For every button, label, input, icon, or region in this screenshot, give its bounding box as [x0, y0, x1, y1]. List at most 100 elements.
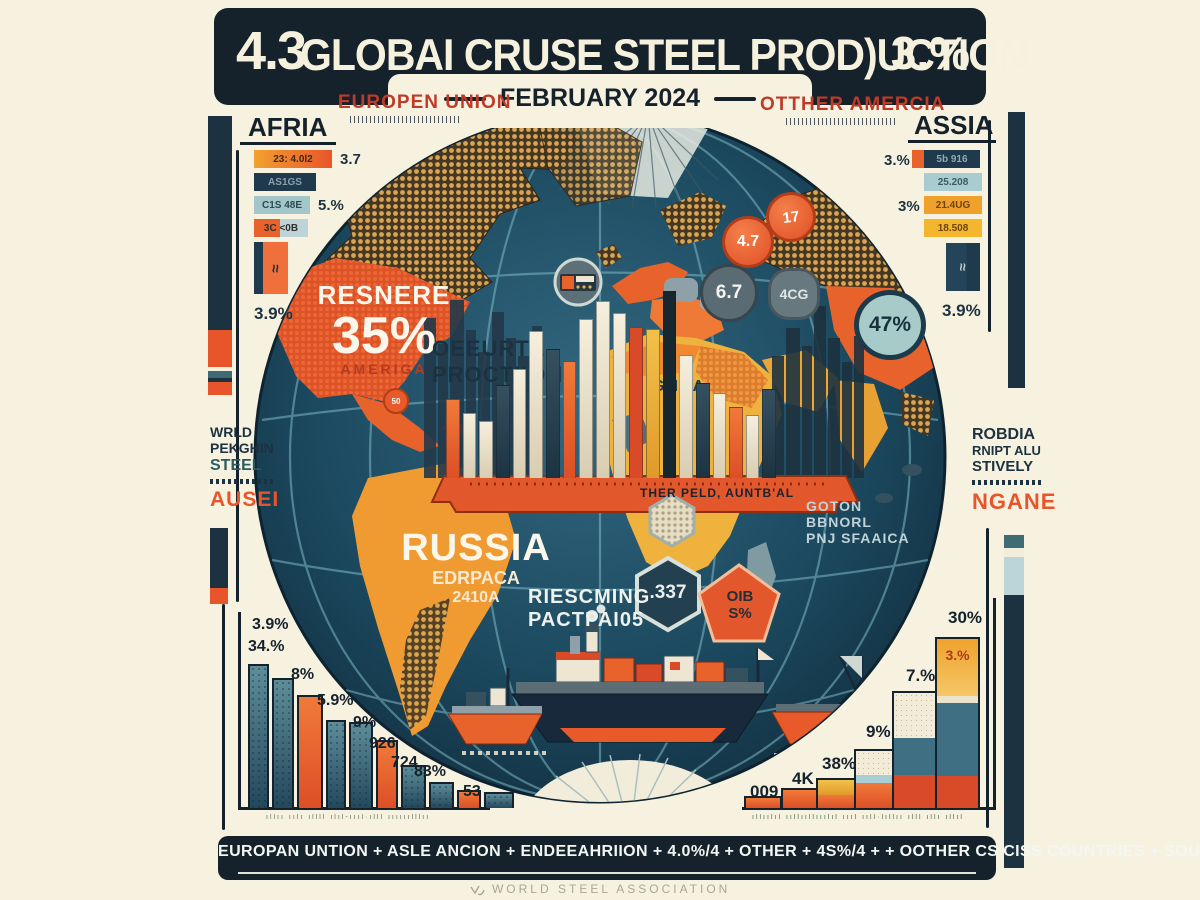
ocean2-line2: BBNORL — [806, 514, 872, 530]
us-region-caption: RESNERE 35% AMERIGA — [296, 280, 472, 377]
central-bar — [612, 313, 627, 478]
left-bottom-value: 3.9% — [254, 304, 293, 323]
legend-row: 5b 916 — [912, 150, 982, 168]
continent-south-america — [352, 462, 516, 736]
legend-block-orange: ≈ — [263, 242, 288, 294]
central-bar — [562, 361, 577, 478]
bl-bar — [484, 792, 514, 808]
central-bar — [495, 385, 510, 478]
subtitle: FEBRUARY 2024 — [499, 84, 701, 112]
bar-platform — [430, 475, 860, 513]
br-value-label: 38% — [822, 754, 857, 773]
header-right-stat: 3.% — [890, 27, 970, 79]
summary-banner: EUROPAN UNTION + ASLE ANCION + ENDEEAHRI… — [218, 836, 1200, 880]
footer-credit-text: WORLD STEEL ASSOCIATION — [491, 882, 731, 896]
central-bar — [446, 399, 460, 478]
right-top-value: 3.% — [884, 152, 910, 169]
right-title-underline — [908, 140, 996, 143]
frame-line-left-lower — [222, 604, 225, 830]
central-bar-chart — [446, 278, 777, 478]
subtitle-row: FEBRUARY 2024 — [396, 84, 804, 113]
ocean2-line1: GOTON — [806, 498, 863, 514]
city-skyline-right — [772, 306, 864, 478]
header-banner: 4.3 GLOBAI CRUSE STEEL PROD)UCTION 3.% — [214, 8, 1029, 105]
caption-line: STIVELY — [972, 458, 1034, 475]
br-bar: 3.% — [935, 637, 980, 808]
hexagon-value: .337 — [649, 582, 687, 603]
br-bar-segment — [894, 693, 935, 738]
br-bar — [892, 691, 937, 808]
br-bar — [781, 788, 818, 808]
br-axis-ticks: ıllıılıl ııllııllııılıl ıııl ııll·lıllıı… — [752, 814, 964, 821]
br-bar-segment — [856, 783, 892, 808]
south-america-caption: RUSSIA EDRPACA 2410A — [386, 528, 566, 607]
legend-row: 18.508 — [912, 219, 982, 237]
legend-block: ≈ — [254, 242, 404, 294]
bl-bar — [401, 765, 426, 808]
caption-accent: AUSEI — [210, 488, 280, 511]
bl-bars — [248, 664, 514, 808]
br-value-label: 9% — [866, 722, 891, 741]
caption-dashes — [972, 480, 1042, 485]
sa-line2: 2410A — [452, 589, 500, 606]
pentagon-label: OIB S% — [714, 588, 766, 622]
right-mid-value: 3% — [898, 198, 920, 215]
stat-badge-3: 6.7 — [700, 264, 758, 322]
legend-value: 5.% — [318, 196, 344, 214]
summary-banner-underline — [238, 872, 976, 874]
pent-line2: S% — [728, 605, 752, 622]
bottom-left-chart: ıllıı ıılı ıllll ılıl-ıııl·ılll ııııııll… — [238, 612, 514, 821]
header-left-stat: 4.3 — [236, 21, 307, 81]
ocean1-line1: RIESCMING — [528, 586, 651, 608]
left-panel-title: AFRIA — [248, 112, 328, 142]
br-bar-segment — [937, 703, 978, 776]
br-bar-segment — [783, 790, 816, 808]
central-bar — [529, 331, 543, 478]
legend-row: 3C <0B — [254, 219, 404, 237]
left-decor-bar-orange — [208, 330, 232, 367]
tickmarks-right — [786, 118, 898, 125]
ocean-caption-2: GOTON BBNORL PNJ SFAAICA — [806, 498, 946, 546]
legend-block-navy — [254, 242, 263, 294]
scribble-mark: ≈ — [266, 263, 284, 273]
bl-value-label: 34.% — [248, 638, 285, 655]
left-decor-bar-navy — [208, 116, 232, 330]
right-side-caption: ROBDIA RNIPT ALU STIVELY NGANE — [972, 426, 1057, 515]
stat-badge-5: 47% — [854, 290, 926, 360]
central-bar — [629, 327, 643, 478]
summary-banner-text: EUROPAN UNTION + ASLE ANCION + ENDEEAHRI… — [218, 843, 1200, 860]
br-bar-segment — [894, 775, 935, 808]
br-bar-segment — [894, 738, 935, 775]
bl-value-label: 3.9% — [252, 616, 289, 633]
caption-line: PEKGHIN — [210, 440, 274, 456]
br-bar-segment — [856, 775, 892, 783]
central-bar — [712, 393, 727, 478]
caption-dashes — [210, 479, 274, 484]
right-decor-bar-upper — [1008, 112, 1025, 388]
platform-caption: THER PELD, AUNTB'AL — [640, 486, 795, 500]
cargo-ship-large — [511, 604, 774, 743]
legend-swatch: 23: 4.0l2 — [254, 150, 332, 168]
us-stat: 35% — [331, 307, 437, 365]
bl-axis-ticks: ıllıı ıılı ıllll ılıl-ıııl·ılll ııııııll… — [266, 814, 431, 821]
caption-line: WRLD — [210, 424, 252, 440]
central-bar — [462, 413, 477, 478]
tag-other-america: OTTHER AMERCIA — [760, 94, 946, 115]
continent-north-america — [276, 115, 643, 452]
right-panel-title: ASSIA — [914, 110, 994, 140]
central-bar — [545, 349, 560, 478]
caption-accent: NGANE — [972, 489, 1057, 514]
central-bar — [479, 421, 493, 478]
bl-axis-y — [238, 612, 241, 810]
legend-row: 23: 4.0l2 3.7 — [254, 150, 404, 168]
central-bar — [762, 389, 777, 478]
left-decor-bar-stripes — [208, 367, 232, 395]
caption-line: STEEL — [210, 457, 262, 474]
central-bar — [595, 301, 610, 478]
bottom-right-chart: ıllıılıl ııllııllııılıl ıııl ııll·lıllıı… — [742, 598, 996, 821]
bl-value-label: 9% — [353, 714, 377, 731]
ocean1-line2: PACTPAI05 — [528, 609, 645, 631]
br-value-label: 7.% — [906, 666, 936, 685]
tag-european-union: EUROPEN UNION — [338, 92, 512, 113]
